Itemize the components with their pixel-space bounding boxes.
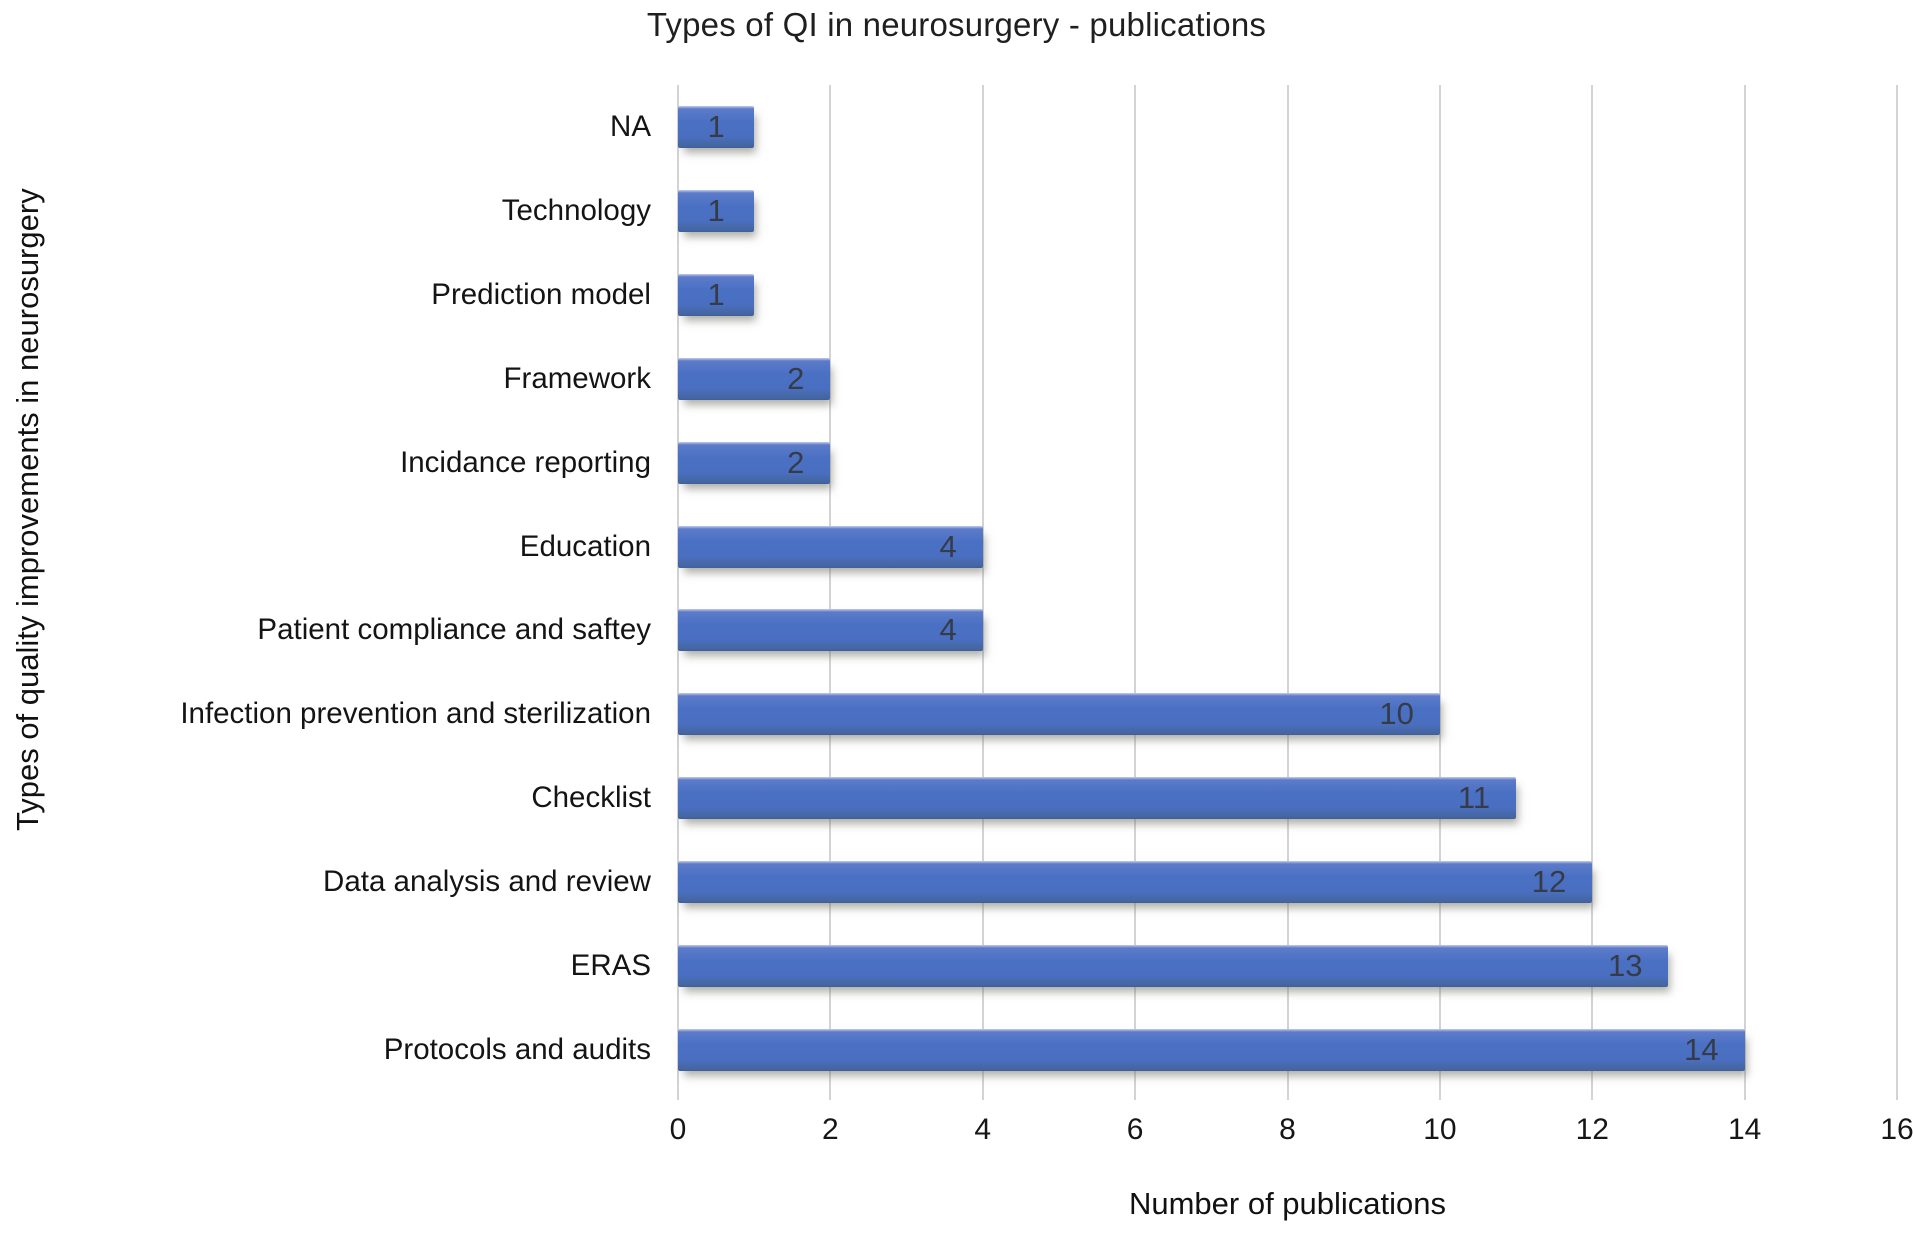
bar-value-label: 2 [787,444,805,480]
bar: 1 [678,273,755,316]
bar-value-label: 11 [1457,780,1491,816]
category-label: Incidance reporting [400,445,651,479]
bar-value-label: 1 [707,192,725,228]
bar-row: 10 [678,672,1897,756]
x-tick-label: 2 [822,1113,839,1146]
category-label: ERAS [570,949,651,983]
plot-area: 1 1 1 2 2 4 4 10 11 12 13 14 [677,85,1898,1100]
gridline [1134,85,1137,1100]
category-label: Technology [501,193,651,227]
gridline [1743,85,1746,1100]
bar-row: 14 [678,1008,1897,1092]
x-tick-label: 4 [974,1113,992,1146]
bar-row: 1 [678,85,1897,169]
chart-title: Types of QI in neurosurgery - publicatio… [646,6,1267,43]
category-label: Framework [503,361,651,395]
bar-row: 11 [678,756,1897,840]
bar-value-label: 13 [1607,948,1643,984]
x-axis-label: Number of publications [1128,1186,1447,1221]
bar: 1 [678,105,755,148]
bar: 1 [678,189,755,232]
bar: 2 [678,357,831,400]
bar: 4 [678,609,983,652]
bar: 11 [678,777,1517,820]
bar-value-label: 1 [707,276,725,312]
bar: 13 [678,945,1669,988]
bar: 10 [678,693,1440,736]
bar-value-label: 2 [787,360,805,396]
gridline [1438,85,1441,1100]
gridline [1591,85,1594,1100]
category-label: Education [519,529,651,563]
x-axis-ticks: 0 2 4 6 8 10 12 14 16 [670,1099,1913,1155]
bar-row: 13 [678,924,1897,1008]
bar-value-label: 12 [1531,864,1567,900]
gridline [1896,85,1898,1100]
gridline [1286,85,1289,1100]
category-label: Infection prevention and sterilization [180,697,651,731]
bar-value-label: 4 [939,528,957,564]
x-tick-label: 8 [1279,1113,1296,1146]
x-tick-label: 16 [1880,1113,1913,1146]
bar-row: 2 [678,421,1897,505]
bar-rows: 1 1 1 2 2 4 4 10 11 12 13 14 [678,85,1897,1092]
bar: 12 [678,861,1593,904]
bar-value-label: 14 [1684,1031,1719,1067]
bar: 14 [678,1029,1745,1072]
x-tick-label: 0 [669,1113,687,1146]
category-label: Checklist [531,781,651,815]
bar-row: 4 [678,505,1897,589]
gridline [677,85,679,1100]
bar: 2 [678,441,831,484]
gridline [981,85,984,1100]
bar-value-label: 1 [707,108,725,144]
bar-row: 12 [678,840,1897,924]
bar-row: 2 [678,337,1897,421]
category-label: Patient compliance and saftey [257,613,651,647]
bar: 4 [678,525,983,568]
category-label: NA [610,109,651,143]
category-label: Prediction model [431,277,651,311]
x-tick-label: 10 [1423,1113,1457,1146]
bar-row: 1 [678,169,1897,253]
bar-row: 1 [678,253,1897,337]
gridline [829,85,832,1100]
category-label: Protocols and audits [383,1033,651,1067]
x-tick-label: 12 [1575,1113,1609,1146]
category-label: Data analysis and review [323,865,651,899]
bar-value-label: 10 [1379,696,1414,732]
category-axis: NA Technology Prediction model Framework Inc… [0,85,664,1092]
bar-value-label: 4 [939,612,957,648]
bar-row: 4 [678,589,1897,673]
x-tick-label: 6 [1126,1113,1144,1146]
x-tick-label: 14 [1727,1113,1762,1146]
